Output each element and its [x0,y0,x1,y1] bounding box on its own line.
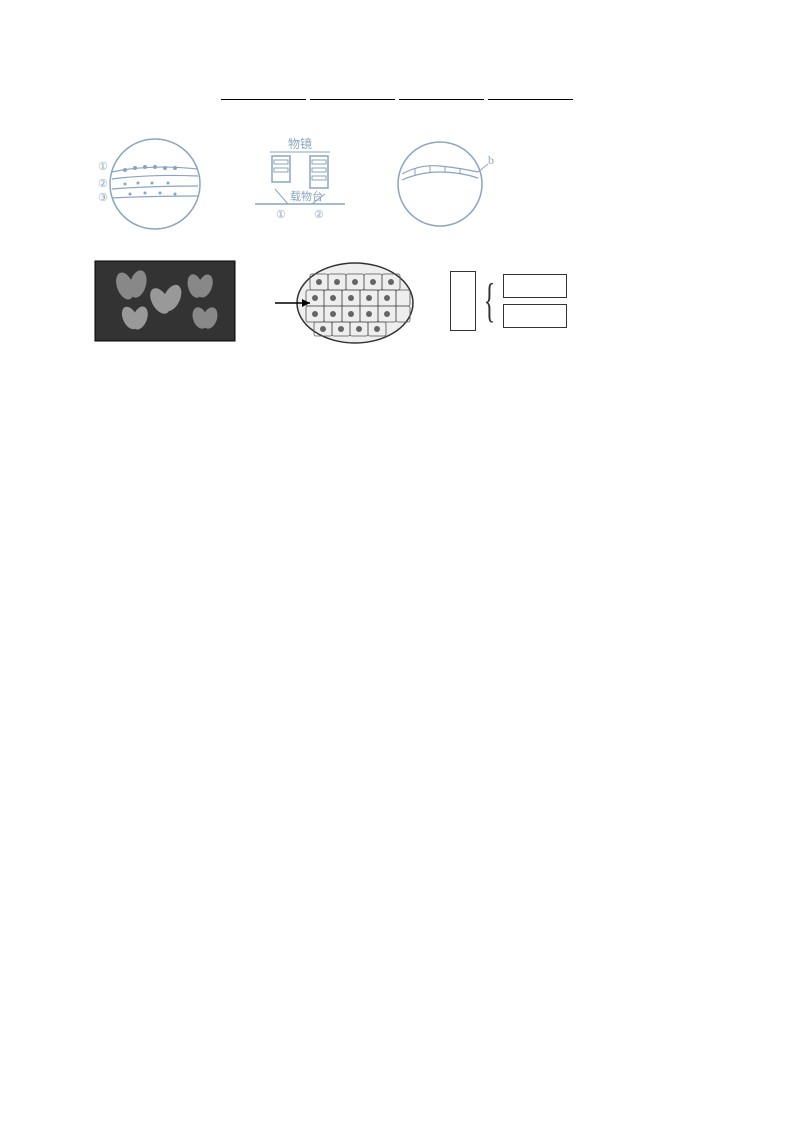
svg-text:b: b [488,153,494,167]
question-1-figure: ① ② ③ 物镜 载物台 ① ② [90,134,704,238]
svg-text:物镜: 物镜 [288,136,312,151]
figure2-jia [90,256,240,355]
class-blank[interactable] [399,82,484,100]
bracket-icon: { [484,277,496,325]
concept-item-1 [503,274,567,298]
figure2-bing: { [450,271,567,341]
student-info-line [90,82,704,110]
school-blank[interactable] [221,82,306,100]
yi-diagram: 物镜 载物台 ① ② [240,134,360,234]
figure-jia: ① ② ③ [90,134,210,238]
jia2-diagram [90,256,240,351]
yi2-diagram [270,256,420,351]
svg-text:载物台: 载物台 [290,189,323,203]
svg-text:①: ① [276,209,286,221]
concept-left-label [450,271,476,331]
svg-text:①: ① [98,161,108,173]
concept-item-2 [503,304,567,328]
svg-text:②: ② [98,178,108,190]
figure2-yi [270,256,420,355]
concept-diagram: { [450,271,567,331]
svg-text:③: ③ [98,192,108,204]
figure-bing: b [390,134,500,238]
bing-diagram: b [390,134,500,234]
jia-diagram: ① ② ③ [90,134,210,234]
question-2-figure: { [90,256,704,355]
name-blank[interactable] [310,82,395,100]
id-blank[interactable] [488,82,573,100]
figure-yi: 物镜 载物台 ① ② [240,134,360,238]
svg-text:②: ② [314,209,324,221]
